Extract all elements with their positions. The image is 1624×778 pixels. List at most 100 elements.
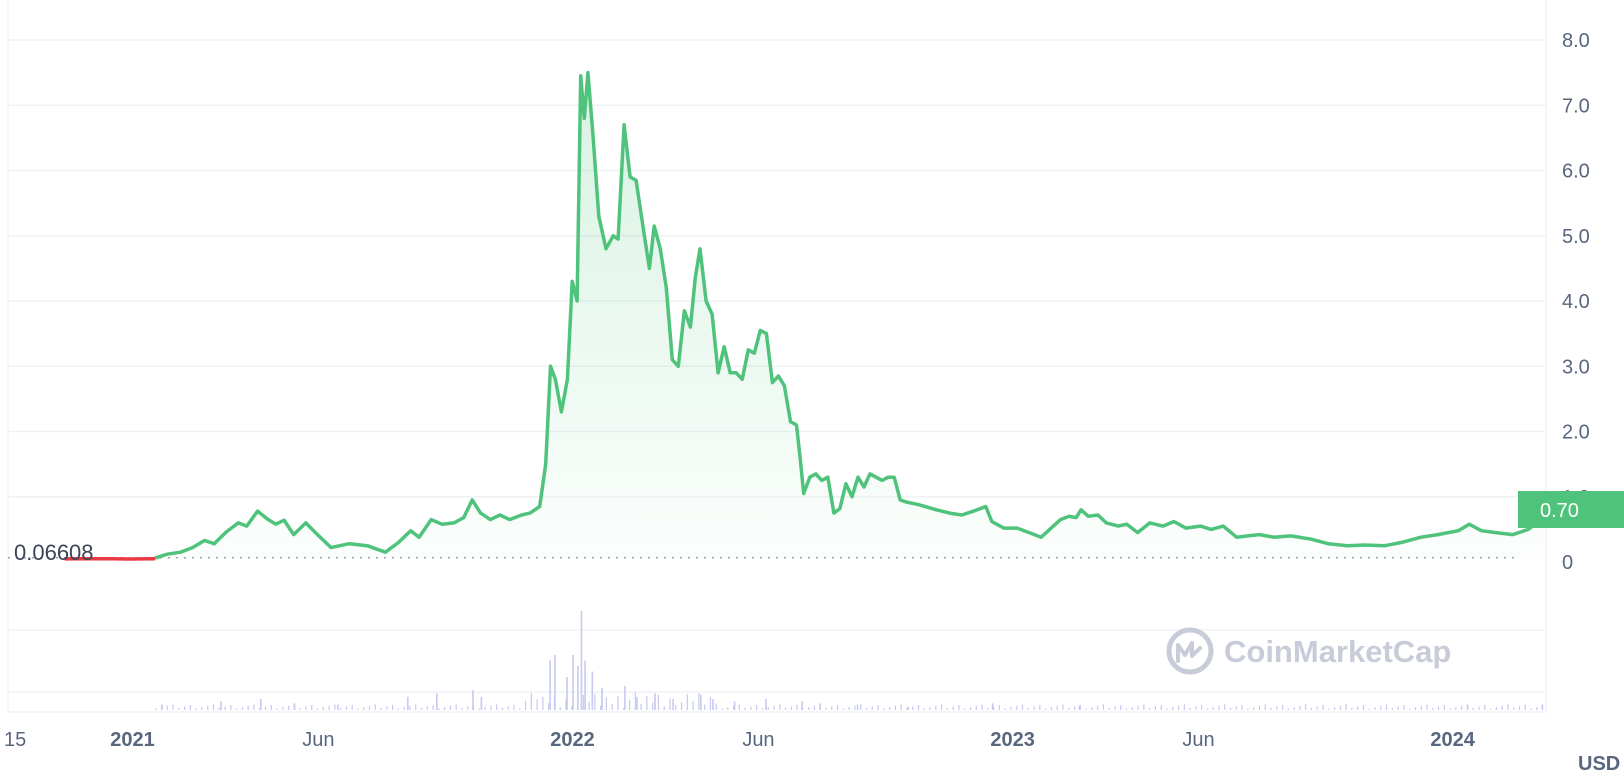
volume-bar-17: [601, 688, 603, 710]
volume-bar-minor-38: [374, 704, 376, 710]
coinmarketcap-watermark: CoinMarketCap: [1166, 627, 1451, 675]
volume-bar-minor-212: [1380, 705, 1382, 710]
volume-bar-minor-50: [444, 707, 446, 710]
volume-bar-minor-171: [1143, 704, 1145, 710]
volume-bar-minor-18: [259, 707, 261, 710]
volume-bar-minor-92: [686, 694, 688, 710]
volume-bar-minor-137: [946, 707, 948, 710]
x-tick-label: 2024: [1430, 729, 1475, 751]
volume-bar-minor-36: [363, 707, 365, 710]
volume-bar-33: [1541, 704, 1544, 710]
x-axis-ticks: 15 2021 Jun 2022 Jun 2023 Jun 2024: [4, 729, 1476, 751]
volume-bar-minor-52: [455, 704, 457, 710]
volume-bar-minor-135: [935, 705, 937, 710]
volume-bar-minor-119: [842, 708, 844, 710]
volume-bar-minor-6: [189, 705, 191, 710]
volume-bar-24: [733, 701, 736, 710]
volume-bar-13: [577, 666, 579, 710]
volume-bar-minor-61: [507, 706, 509, 710]
volume-bar-minor-198: [1299, 705, 1301, 710]
volume-bar-minor-12: [224, 706, 226, 710]
y-tick-label: 5.0: [1562, 226, 1590, 248]
volume-bar-18: [624, 685, 626, 710]
volume-bar-minor-186: [1229, 707, 1232, 710]
volume-bar-minor-130: [906, 707, 908, 710]
volume-bar-minor-63: [519, 708, 521, 710]
volume-bar-minor-89: [669, 698, 671, 710]
y-tick-label: 7.0: [1562, 95, 1590, 117]
volume-bar-minor-106: [767, 707, 769, 710]
volume-bar-4: [337, 704, 339, 710]
volume-bar-minor-81: [623, 707, 625, 710]
volume-bar-minor-67: [542, 696, 544, 710]
volume-bar-minor-230: [1484, 705, 1486, 710]
volume-bar-minor-167: [1120, 705, 1122, 710]
volume-bar-1: [220, 701, 222, 710]
volume-bar-minor-11: [218, 707, 220, 710]
volume-bar-minor-84: [640, 703, 642, 710]
volume-bar-minor-239: [1536, 707, 1538, 710]
volume-bar-minor-139: [958, 705, 960, 710]
volume-bar-23: [712, 699, 714, 710]
volume-bar-minor-174: [1160, 705, 1162, 710]
volume-bar-minor-196: [1287, 708, 1289, 710]
volume-bar-minor-159: [1073, 706, 1076, 710]
volume-bar-minor-40: [386, 706, 388, 710]
volume-bar-minor-231: [1489, 708, 1492, 710]
y-tick-label: 8.0: [1562, 30, 1590, 52]
volume-bar-minor-96: [709, 696, 712, 710]
volume-bar-minor-15: [241, 707, 243, 710]
volume-bar-minor-72: [571, 705, 573, 710]
volume-bar-minor-187: [1235, 706, 1237, 710]
volume-bar-minor-168: [1125, 708, 1128, 710]
volume-bar-minor-183: [1212, 707, 1214, 710]
volume-bar-minor-113: [808, 707, 810, 710]
volume-bar-14: [580, 611, 583, 710]
volume-bar-minor-28: [316, 708, 319, 710]
volume-bar-minor-227: [1466, 704, 1469, 710]
volume-bar-20: [654, 693, 656, 710]
volume-bar-minor-115: [819, 704, 821, 710]
volume-bar-minor-215: [1397, 706, 1399, 710]
volume-bar-minor-58: [490, 705, 492, 710]
volume-bar-minor-232: [1495, 707, 1497, 710]
volume-bar-minor-75: [588, 701, 590, 710]
x-tick-label: Jun: [1182, 729, 1214, 751]
current-price-badge: [1518, 491, 1624, 528]
volume-bar-minor-109: [784, 707, 787, 710]
volume-bar-minor-136: [941, 704, 943, 710]
volume-bar-minor-25: [299, 707, 301, 710]
volume-bar-minor-7: [195, 708, 197, 710]
volume-bar-minor-125: [877, 705, 879, 710]
volume-bar-minor-211: [1374, 707, 1376, 710]
current-price-label: 0.70: [1540, 500, 1579, 522]
volume-bar-15: [584, 660, 586, 710]
volume-bar-minor-229: [1478, 706, 1480, 710]
current-price-marker: 0.70: [1518, 491, 1624, 528]
volume-bar-minor-16: [247, 705, 249, 710]
volume-bar-minor-49: [438, 708, 440, 710]
volume-bar-minor-234: [1507, 704, 1509, 710]
volume-bar-minor-160: [1079, 705, 1081, 710]
volume-bar-minor-120: [848, 707, 850, 710]
volume-bar-minor-8: [201, 707, 203, 710]
volume-bar-minor-101: [738, 704, 740, 710]
volume-bar-5: [407, 696, 409, 710]
volume-bar-minor-2: [166, 705, 168, 710]
volume-bar-minor-51: [449, 705, 452, 710]
volume-bar-minor-220: [1426, 704, 1428, 710]
volume-bar-minor-116: [825, 707, 827, 710]
volume-bar-minor-104: [756, 705, 758, 710]
volume-bar-minor-79: [611, 704, 613, 710]
volume-bar-minor-162: [1091, 707, 1093, 710]
volume-bar-minor-34: [351, 705, 353, 710]
volume-bar-minor-146: [998, 705, 1000, 710]
coinmarketcap-logo-icon: [1166, 627, 1214, 675]
volume-bar-minor-85: [646, 695, 648, 710]
volume-bar-minor-68: [548, 703, 550, 710]
volume-bar-minor-237: [1524, 705, 1526, 710]
volume-bar-minor-148: [1010, 707, 1012, 710]
volume-bar-minor-20: [270, 705, 272, 710]
volume-bar-12: [572, 655, 574, 710]
